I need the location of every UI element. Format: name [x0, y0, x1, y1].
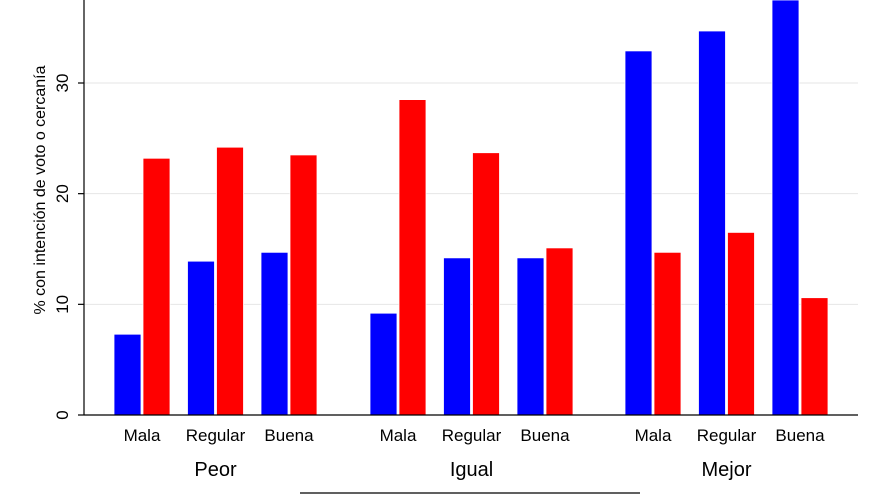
bar [624, 50, 653, 416]
y-tick-label: 20 [53, 184, 72, 203]
y-tick-label: 10 [53, 295, 72, 314]
bar [800, 297, 829, 416]
bar [443, 257, 471, 416]
category-label: Regular [186, 426, 246, 445]
category-label: Mala [635, 426, 672, 445]
bar [289, 154, 318, 416]
category-label: Regular [697, 426, 757, 445]
category-label: Mala [124, 426, 161, 445]
bar [113, 333, 142, 416]
bar [142, 157, 171, 416]
bar [216, 146, 244, 416]
y-tick-label: 0 [53, 410, 72, 419]
bar [545, 247, 574, 416]
bar [187, 260, 215, 416]
y-ticks: 0 10 20 30 [53, 74, 84, 420]
bar [260, 251, 289, 416]
y-axis-title: % con intención de voto o cercanía [32, 65, 49, 314]
axes [83, 0, 858, 416]
bar [653, 251, 682, 416]
group-label: Igual [450, 459, 493, 481]
bar [369, 312, 398, 416]
category-label: Mala [380, 426, 417, 445]
bars [113, 0, 829, 416]
category-label: Regular [442, 426, 502, 445]
group-label: Mejor [701, 459, 751, 481]
group-label: Peor [194, 459, 237, 481]
bar [472, 152, 500, 416]
bar [771, 0, 800, 416]
category-label: Buena [264, 426, 314, 445]
category-labels: Mala Regular Buena Peor Mala Regular Buena Igua… [124, 426, 826, 481]
bar [398, 99, 427, 416]
y-tick-label: 30 [53, 74, 72, 93]
bar [698, 30, 726, 416]
bar [727, 231, 755, 416]
bar [516, 257, 545, 416]
category-label: Buena [775, 426, 825, 445]
category-label: Buena [520, 426, 570, 445]
